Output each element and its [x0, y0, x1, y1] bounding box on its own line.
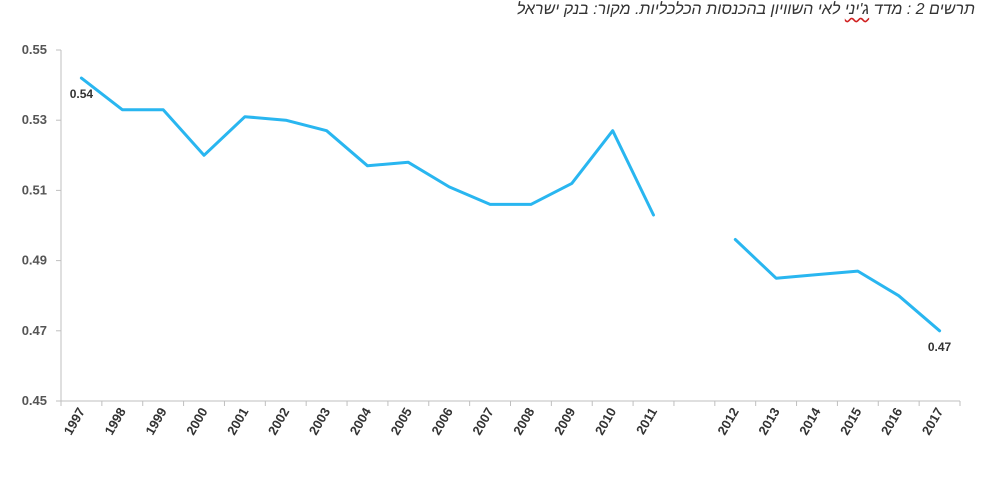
- series-lines: [79, 76, 942, 333]
- x-tick-label: 2004: [347, 404, 375, 437]
- x-tick-label: 2016: [878, 405, 905, 438]
- x-tick-label: 2000: [183, 405, 210, 438]
- x-tick-label: 2005: [387, 405, 414, 438]
- x-tick-label: 2009: [551, 405, 578, 438]
- y-tick-label: 0.49: [22, 253, 47, 268]
- x-tick-label: 2002: [265, 405, 292, 438]
- y-tick-labels: 0.55 0.53 0.51 0.49 0.47 0.45: [22, 42, 47, 408]
- y-tick-label: 0.55: [22, 42, 47, 57]
- x-tick-label: 1999: [142, 405, 169, 438]
- x-tick-label: 2007: [469, 405, 496, 438]
- x-tick-labels: 1997 1998 1999 2000 2001 2002 2003 2004 2005 2006…: [61, 404, 947, 437]
- caption-prefix: תרשים 2 : מדד: [869, 1, 975, 18]
- x-tick-label: 1997: [61, 405, 88, 438]
- data-label-2017: 0.47: [928, 340, 952, 354]
- y-tick-label: 0.45: [22, 393, 47, 408]
- y-tick-label: 0.47: [22, 323, 47, 338]
- x-tick-label: 2003: [306, 405, 333, 438]
- data-labels: 0.54 0.47: [70, 87, 952, 354]
- x-tick-label: 2015: [837, 405, 864, 438]
- x-tick-label: 2006: [428, 405, 455, 438]
- x-tick-label: 2014: [796, 404, 824, 437]
- series-line-segment-2: [733, 238, 942, 333]
- x-tick-label: 2013: [755, 405, 782, 438]
- caption-suffix: לאי השוויון בהכנסות הכלכליות. מקור: בנק …: [516, 1, 845, 18]
- x-tick-label: 2001: [224, 405, 251, 438]
- x-tick-label: 2011: [633, 405, 660, 437]
- y-tick-label: 0.51: [22, 182, 47, 197]
- x-tick-label: 2012: [714, 405, 741, 438]
- chart-caption: תרשים 2 : מדד ג'יני לאי השוויון בהכנסות …: [517, 1, 975, 19]
- x-tick-label: 2017: [919, 405, 946, 438]
- x-tick-label: 2010: [592, 405, 619, 438]
- caption-squiggle-word: ג'יני: [844, 1, 870, 18]
- x-tick-label: 2008: [510, 405, 537, 438]
- x-tick-label: 1998: [101, 405, 128, 438]
- series-line-segment-1: [79, 76, 655, 217]
- y-tick-label: 0.53: [22, 112, 47, 127]
- chart-axes: [56, 49, 961, 406]
- data-label-1997: 0.54: [70, 87, 94, 101]
